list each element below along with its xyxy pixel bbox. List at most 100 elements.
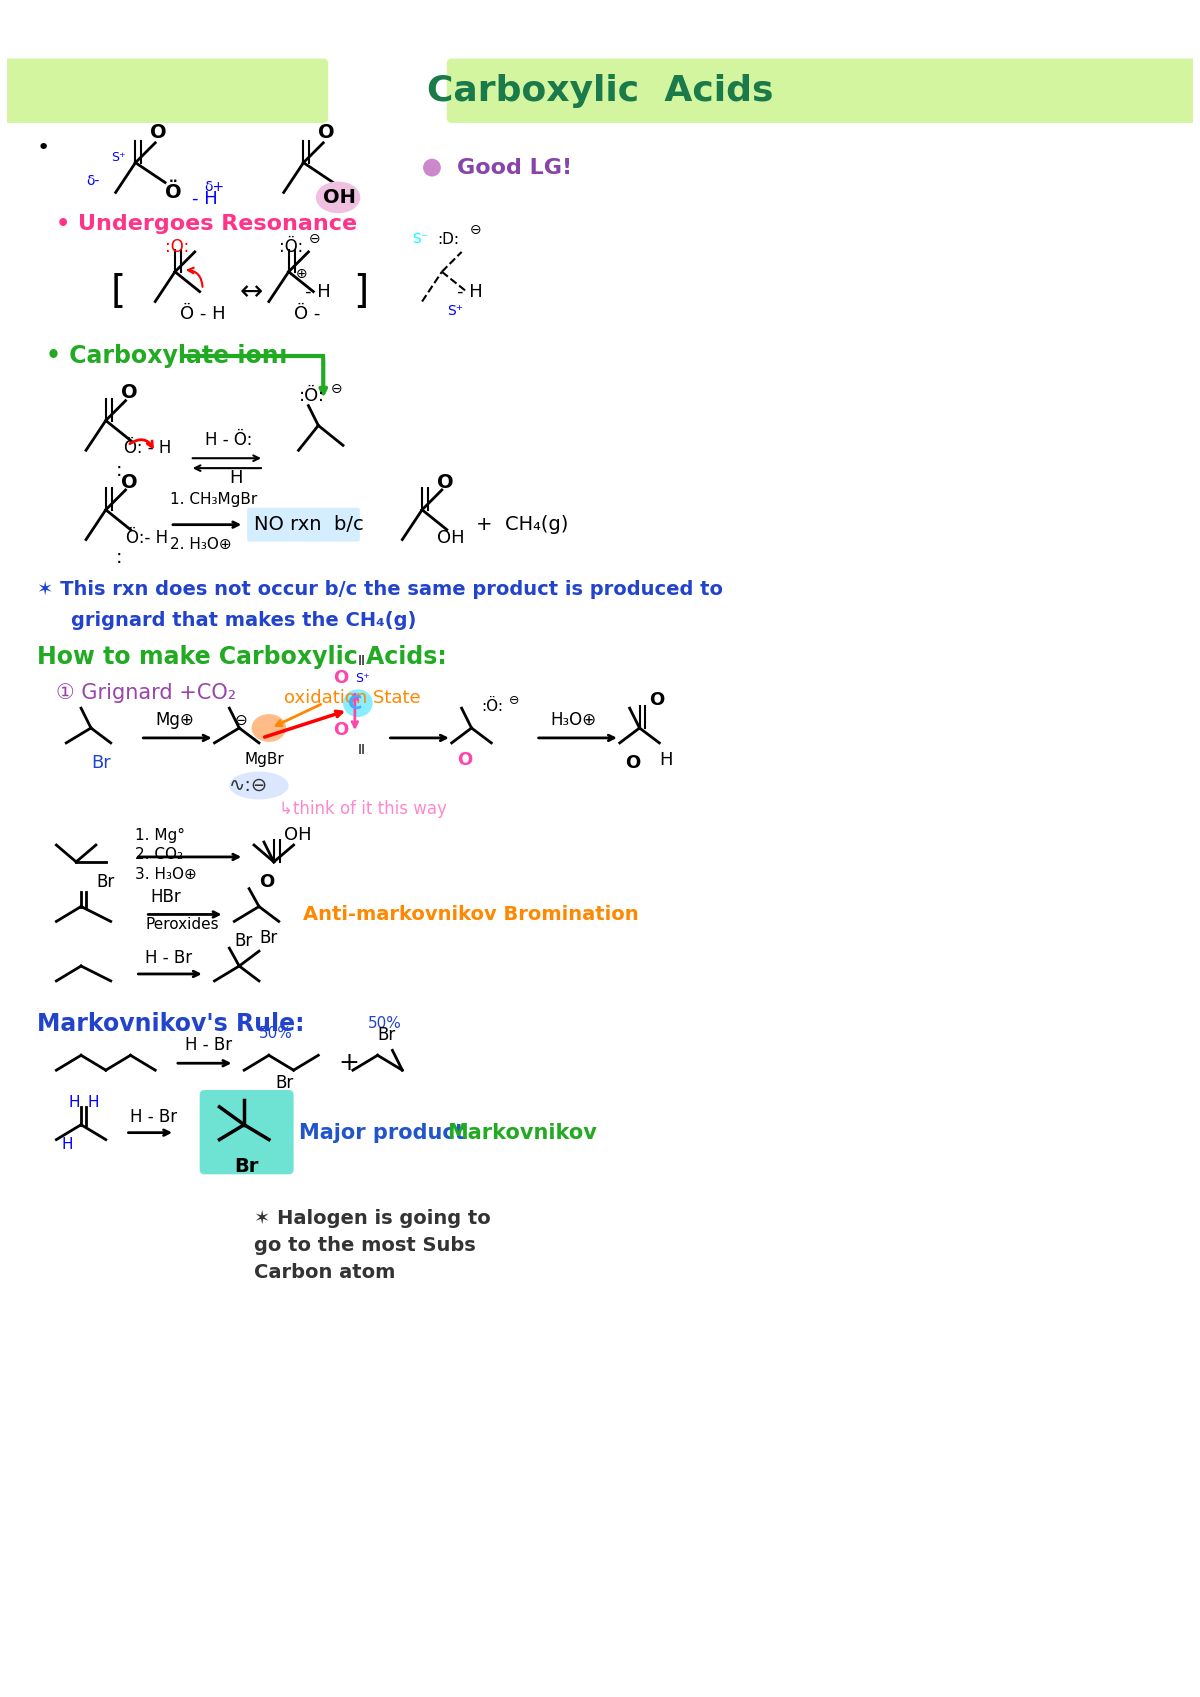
Text: ]: ]	[353, 273, 368, 311]
Text: Br: Br	[259, 930, 277, 947]
Text: H: H	[229, 468, 242, 487]
Text: ∿:⊖: ∿:⊖	[229, 776, 269, 794]
Text: :D:: :D:	[437, 231, 458, 246]
Text: :Ö:: :Ö:	[299, 387, 324, 406]
Text: δ-: δ-	[86, 173, 100, 187]
Text: ⊖: ⊖	[234, 713, 247, 728]
Text: S⁺: S⁺	[355, 672, 370, 686]
Text: S⁺: S⁺	[110, 151, 125, 165]
Text: grignard that makes the CH₄(g): grignard that makes the CH₄(g)	[71, 611, 416, 630]
Text: HBr: HBr	[150, 888, 181, 906]
Text: - H: - H	[192, 190, 217, 209]
Text: Markovnikov's Rule:: Markovnikov's Rule:	[36, 1011, 304, 1035]
Text: 1. Mg°: 1. Mg°	[136, 828, 186, 843]
Text: ① Grignard +CO₂: ① Grignard +CO₂	[56, 684, 236, 703]
Text: Br: Br	[96, 872, 114, 891]
Ellipse shape	[424, 160, 440, 176]
Text: O: O	[150, 124, 167, 143]
Text: H - Br: H - Br	[131, 1108, 178, 1125]
Text: O: O	[318, 124, 335, 143]
Text: O: O	[457, 750, 472, 769]
Text: H - Ö:: H - Ö:	[205, 431, 252, 450]
Text: Ö -: Ö -	[294, 305, 320, 324]
Ellipse shape	[252, 714, 286, 742]
Text: ✶ Halogen is going to: ✶ Halogen is going to	[254, 1210, 491, 1229]
Text: OH: OH	[283, 826, 311, 843]
Text: OH: OH	[437, 528, 464, 546]
Text: O: O	[121, 472, 137, 492]
Text: 2. CO₂: 2. CO₂	[136, 847, 184, 862]
Text: H: H	[61, 1137, 73, 1152]
Text: 1. CH₃MgBr: 1. CH₃MgBr	[170, 492, 257, 507]
Text: O: O	[121, 384, 137, 402]
Text: oxidation State: oxidation State	[283, 689, 420, 708]
Text: O: O	[334, 721, 348, 738]
FancyBboxPatch shape	[199, 1089, 294, 1174]
Text: Br: Br	[378, 1027, 396, 1044]
Text: Ö: - H: Ö: - H	[124, 440, 170, 456]
Text: •: •	[36, 137, 50, 158]
Text: 50%: 50%	[367, 1017, 402, 1032]
Text: :Ö:: :Ö:	[278, 238, 304, 256]
Text: • Undergoes Resonance: • Undergoes Resonance	[56, 214, 358, 234]
Text: Br: Br	[91, 753, 110, 772]
Text: H: H	[659, 750, 673, 769]
Text: ⊖: ⊖	[331, 382, 343, 395]
Text: ⊖: ⊖	[469, 222, 481, 238]
Text: ⊕: ⊕	[295, 266, 307, 280]
Text: - H: - H	[306, 283, 331, 300]
Text: OH: OH	[323, 188, 356, 207]
Text: ↔: ↔	[239, 278, 263, 305]
Text: - H: - H	[457, 283, 482, 300]
Text: O: O	[334, 669, 348, 687]
Text: Ö:- H: Ö:- H	[126, 528, 168, 546]
Text: H: H	[68, 1095, 79, 1110]
FancyBboxPatch shape	[446, 58, 1198, 122]
Text: II: II	[358, 743, 366, 757]
Text: :Ö:: :Ö:	[481, 699, 503, 714]
Text: Mg⊕: Mg⊕	[155, 711, 194, 730]
Text: ↳think of it this way: ↳think of it this way	[278, 801, 446, 818]
Text: ⊖: ⊖	[509, 694, 520, 706]
Text: Carbon atom: Carbon atom	[254, 1263, 396, 1281]
Text: NO rxn  b/c: NO rxn b/c	[254, 516, 364, 535]
FancyBboxPatch shape	[247, 507, 360, 541]
Text: ⊖: ⊖	[308, 232, 320, 246]
Text: Markovnikov: Markovnikov	[446, 1123, 596, 1142]
Text: S⁺: S⁺	[446, 304, 463, 319]
Text: S⁻: S⁻	[412, 232, 428, 246]
Text: How to make Carboxylic Acids:: How to make Carboxylic Acids:	[36, 645, 446, 669]
Text: O: O	[259, 872, 275, 891]
Text: Ö - H: Ö - H	[180, 305, 226, 324]
Ellipse shape	[316, 182, 360, 214]
Text: Major product: Major product	[299, 1123, 464, 1142]
Text: H - Br: H - Br	[185, 1037, 232, 1054]
Text: O: O	[437, 472, 454, 492]
Text: Peroxides: Peroxides	[145, 916, 218, 932]
Text: O: O	[625, 753, 640, 772]
Text: 2. H₃O⊕: 2. H₃O⊕	[170, 536, 232, 552]
Text: :: :	[115, 548, 122, 567]
Text: δ+: δ+	[205, 180, 224, 195]
Text: Br: Br	[234, 1157, 259, 1176]
Text: Anti-markovnikov Bromination: Anti-markovnikov Bromination	[304, 905, 640, 923]
Ellipse shape	[229, 772, 289, 799]
Text: Carboxylic  Acids: Carboxylic Acids	[427, 75, 773, 109]
Text: O: O	[649, 691, 665, 709]
Text: Br: Br	[276, 1074, 294, 1093]
Text: C: C	[348, 694, 362, 713]
Text: II: II	[358, 653, 366, 667]
Text: go to the most Subs: go to the most Subs	[254, 1235, 476, 1256]
Text: :: :	[115, 460, 122, 480]
Text: MgBr: MgBr	[244, 752, 284, 767]
Text: ✶ This rxn does not occur b/c the same product is produced to: ✶ This rxn does not occur b/c the same p…	[36, 580, 722, 599]
Text: Br: Br	[234, 932, 252, 950]
Text: [: [	[110, 273, 126, 311]
Text: 3. H₃O⊕: 3. H₃O⊕	[136, 867, 197, 882]
Text: H₃O⊕: H₃O⊕	[551, 711, 596, 730]
Text: 50%: 50%	[259, 1027, 293, 1040]
Text: • Carboxylate ion:: • Carboxylate ion:	[47, 344, 288, 368]
Text: +: +	[338, 1050, 359, 1076]
Text: H: H	[88, 1095, 100, 1110]
Text: H - Br: H - Br	[145, 949, 192, 967]
